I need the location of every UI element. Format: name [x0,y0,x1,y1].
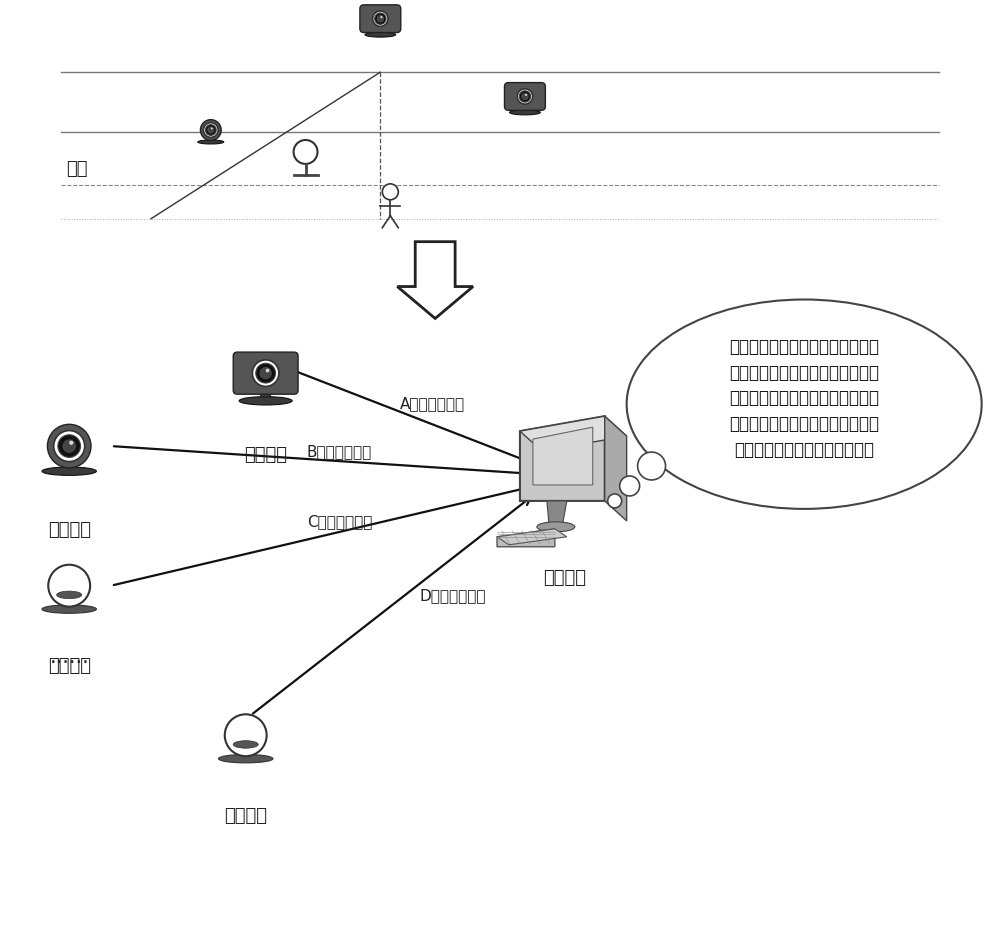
Circle shape [373,11,388,26]
Circle shape [380,16,383,18]
Circle shape [608,494,622,508]
Polygon shape [208,135,214,140]
Ellipse shape [57,591,82,599]
Circle shape [208,127,214,133]
Polygon shape [520,416,627,451]
Ellipse shape [218,755,273,762]
Text: 摄像设备: 摄像设备 [224,807,267,825]
Polygon shape [259,390,272,397]
Circle shape [294,140,318,164]
Ellipse shape [239,396,292,405]
Ellipse shape [42,467,96,476]
Circle shape [69,441,73,445]
Text: 摄像设备: 摄像设备 [48,521,91,539]
FancyBboxPatch shape [233,352,298,394]
Polygon shape [497,529,567,545]
Polygon shape [497,529,555,547]
Polygon shape [63,596,75,604]
Ellipse shape [198,140,224,144]
Circle shape [517,89,533,104]
Ellipse shape [510,110,540,114]
Text: 控制设备: 控制设备 [543,569,586,587]
Text: ......: ...... [49,647,89,668]
Polygon shape [397,241,473,319]
Text: D角度人脸图像: D角度人脸图像 [419,588,486,604]
Circle shape [266,369,269,373]
Circle shape [211,128,213,130]
Circle shape [205,125,216,135]
Text: 从该多张不同视角的人脸图像中提
取人脸特征信息，得到该待识别对
象对应的人脸特征信息组，并基于
该人脸特征信息组对该待识别对象
的人脸进行识别，得到识别结果: 从该多张不同视角的人脸图像中提 取人脸特征信息，得到该待识别对 象对应的人脸特征… [729,338,879,459]
Text: B角度人脸图像: B角度人脸图像 [307,444,372,459]
Circle shape [260,367,271,378]
Circle shape [203,123,218,137]
Circle shape [382,184,398,200]
Polygon shape [605,416,627,521]
Circle shape [525,94,527,96]
Circle shape [620,476,640,496]
Circle shape [375,13,386,25]
Polygon shape [376,28,384,32]
Ellipse shape [627,300,982,509]
Circle shape [256,363,276,383]
Circle shape [47,425,91,468]
Text: 通道: 通道 [66,160,88,178]
Circle shape [58,435,81,457]
Text: C角度人脸图像: C角度人脸图像 [307,514,372,529]
Polygon shape [63,458,75,467]
Circle shape [377,15,384,22]
Polygon shape [547,501,567,523]
Ellipse shape [537,522,575,532]
Polygon shape [520,416,605,501]
Ellipse shape [42,604,96,613]
Text: 摄像设备: 摄像设备 [244,447,287,464]
Circle shape [200,119,221,140]
Circle shape [522,93,528,99]
Circle shape [54,430,85,462]
Text: A角度人脸图像: A角度人脸图像 [400,396,465,412]
Polygon shape [533,428,593,485]
Circle shape [519,91,531,102]
Polygon shape [240,745,252,755]
Polygon shape [521,106,529,111]
Ellipse shape [365,32,396,37]
Circle shape [638,452,666,480]
Circle shape [48,565,90,606]
Ellipse shape [233,741,258,748]
Circle shape [225,714,267,756]
Circle shape [63,440,75,452]
FancyBboxPatch shape [360,5,401,32]
FancyBboxPatch shape [504,82,545,111]
Circle shape [252,359,279,386]
Text: 摄像设备: 摄像设备 [48,657,91,675]
